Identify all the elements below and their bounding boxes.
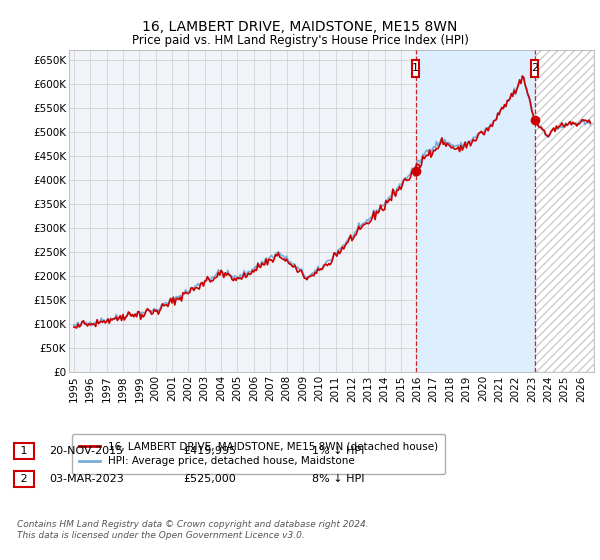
Text: £525,000: £525,000 (183, 474, 236, 484)
Text: 1% ↓ HPI: 1% ↓ HPI (312, 446, 364, 456)
Text: 2: 2 (531, 63, 538, 73)
Legend: 16, LAMBERT DRIVE, MAIDSTONE, ME15 8WN (detached house), HPI: Average price, det: 16, LAMBERT DRIVE, MAIDSTONE, ME15 8WN (… (71, 434, 445, 474)
Bar (535, 50, 594, 372)
Text: 20-NOV-2015: 20-NOV-2015 (49, 446, 124, 456)
Text: 03-MAR-2023: 03-MAR-2023 (49, 474, 124, 484)
Text: Price paid vs. HM Land Registry's House Price Index (HPI): Price paid vs. HM Land Registry's House … (131, 34, 469, 46)
Text: £419,995: £419,995 (183, 446, 236, 456)
Text: 8% ↓ HPI: 8% ↓ HPI (312, 474, 365, 484)
Bar (412, 60, 419, 77)
Text: Contains HM Land Registry data © Crown copyright and database right 2024.
This d: Contains HM Land Registry data © Crown c… (17, 520, 368, 540)
Text: 16, LAMBERT DRIVE, MAIDSTONE, ME15 8WN: 16, LAMBERT DRIVE, MAIDSTONE, ME15 8WN (142, 20, 458, 34)
Bar (532, 60, 538, 77)
Text: 1: 1 (17, 446, 31, 456)
Text: 2: 2 (17, 474, 31, 484)
Text: 1: 1 (412, 63, 419, 73)
Bar (416, 50, 535, 372)
